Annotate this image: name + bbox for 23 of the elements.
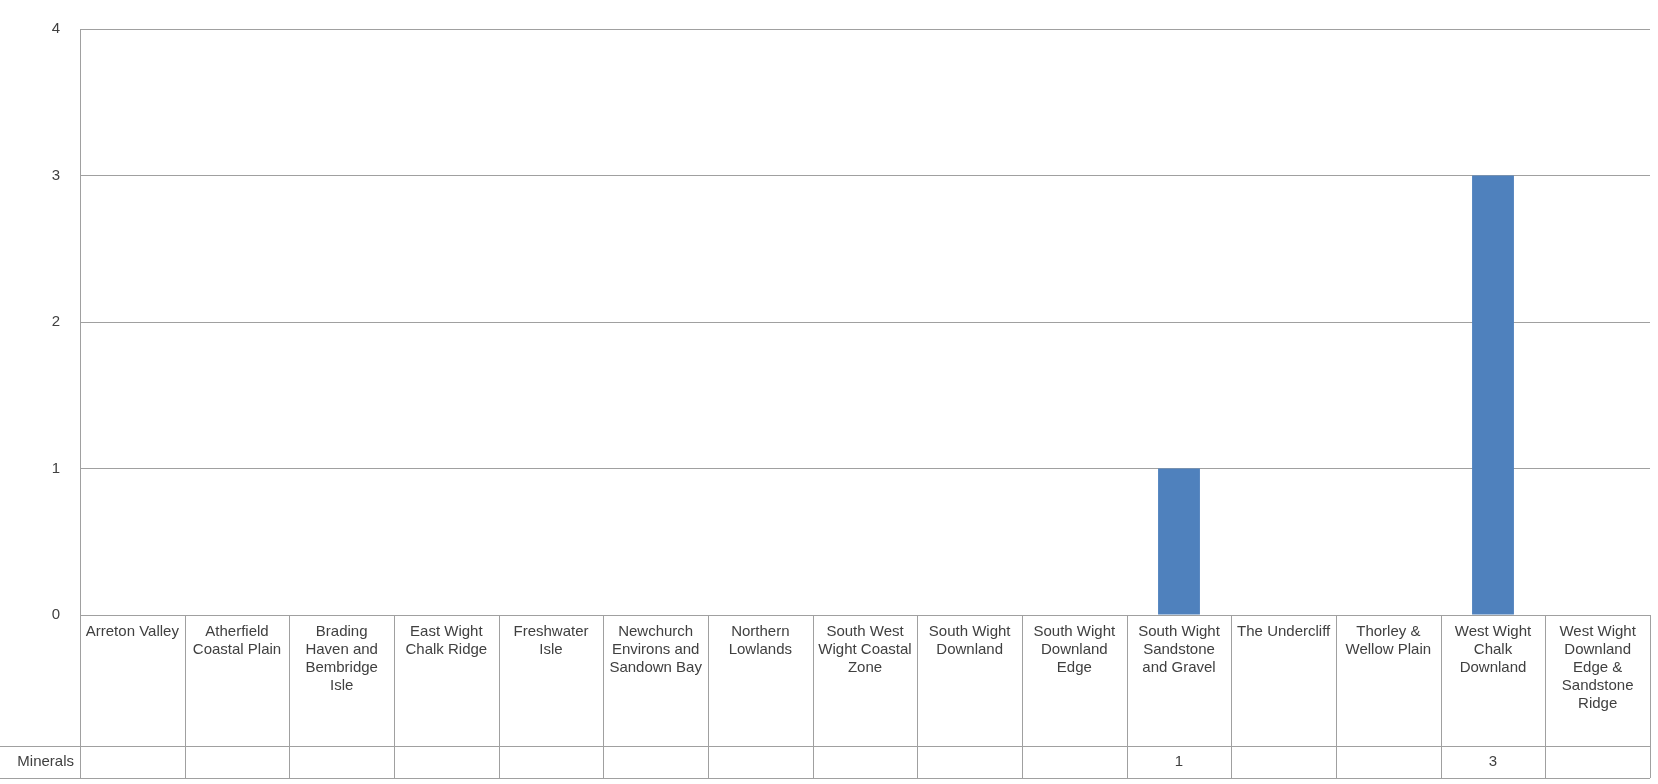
x-tick-label: Brading Haven and Bembridge Isle	[305, 622, 378, 694]
y-tick-label: 2	[51, 312, 60, 330]
y-tick-label: 0	[51, 605, 60, 623]
x-tick-label: West Wight Downland Edge & Sandstone Ridge	[1559, 622, 1637, 712]
x-tick-label: South Wight Sandstone and Gravel	[1138, 622, 1221, 676]
x-tick-label: Northern Lowlands	[728, 622, 793, 658]
x-tick-label: East Wight Chalk Ridge	[405, 622, 488, 658]
data-label: 3	[1488, 752, 1498, 770]
x-tick-label: Atherfield Coastal Plain	[192, 622, 282, 658]
x-tick-label: South Wight Downland Edge	[1033, 622, 1117, 676]
x-tick-label: Arreton Valley	[85, 622, 180, 640]
y-tick-label: 1	[51, 458, 60, 476]
x-tick-label: Freshwater Isle	[513, 622, 589, 658]
x-tick-label: Thorley & Wellow Plain	[1345, 622, 1432, 658]
x-tick-label: The Undercliff	[1237, 622, 1332, 640]
x-tick-label: South Wight Downland	[928, 622, 1012, 658]
x-tick-label: South West Wight Coastal Zone	[818, 622, 912, 676]
x-tick-label: Newchurch Environs and Sandown Bay	[609, 622, 703, 676]
y-tick-label: 3	[51, 165, 60, 183]
data-label: 1	[1174, 752, 1184, 770]
x-tick-label: West Wight Chalk Downland	[1454, 622, 1533, 676]
y-tick-label: 4	[51, 19, 60, 37]
text: Minerals	[17, 752, 74, 770]
